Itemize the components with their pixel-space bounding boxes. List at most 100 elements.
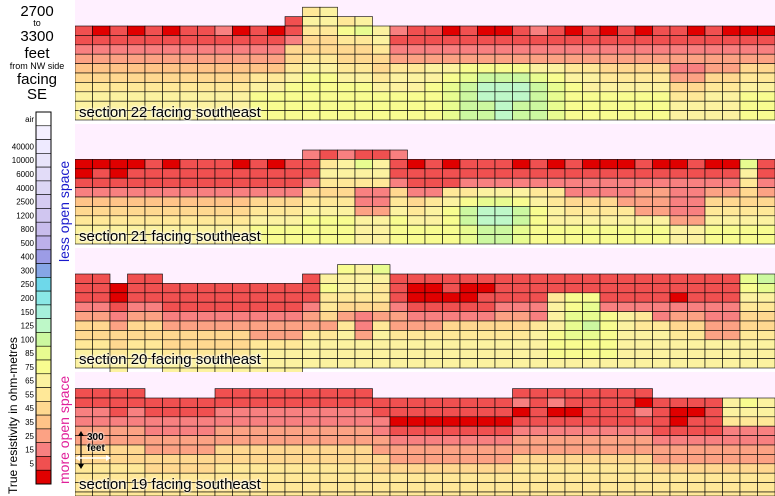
resistivity-cell — [564, 435, 583, 446]
resistivity-cell — [582, 358, 601, 369]
resistivity-cell — [389, 311, 408, 322]
resistivity-cell — [757, 444, 775, 455]
resistivity-cell — [599, 234, 618, 245]
resistivity-cell — [547, 339, 566, 350]
resistivity-cell — [494, 44, 513, 55]
resistivity-cell — [179, 397, 198, 408]
resistivity-cell — [617, 320, 636, 331]
legend-tick-label: 250 — [21, 280, 35, 289]
section-19-grid — [75, 388, 775, 496]
resistivity-cell — [529, 435, 548, 446]
resistivity-cell — [284, 491, 303, 496]
resistivity-cell — [459, 301, 478, 312]
resistivity-cell — [284, 283, 303, 294]
resistivity-cell — [354, 25, 373, 36]
resistivity-cell — [179, 25, 198, 36]
resistivity-cell — [477, 53, 496, 64]
resistivity-cell — [232, 425, 251, 436]
resistivity-cell — [179, 339, 198, 350]
resistivity-cell — [477, 224, 496, 235]
resistivity-cell — [722, 416, 741, 427]
resistivity-cell — [197, 63, 216, 74]
resistivity-cell — [529, 397, 548, 408]
resistivity-cell — [687, 283, 706, 294]
resistivity-cell — [634, 63, 653, 74]
resistivity-cell — [284, 159, 303, 170]
resistivity-cell — [284, 444, 303, 455]
resistivity-cell — [687, 320, 706, 331]
legend-tick-label: 800 — [21, 225, 35, 234]
resistivity-cell — [704, 44, 723, 55]
resistivity-cell — [564, 224, 583, 235]
resistivity-cell — [319, 425, 338, 436]
resistivity-cell — [284, 63, 303, 74]
resistivity-cell — [267, 407, 286, 418]
resistivity-cell — [92, 82, 111, 93]
resistivity-cell — [407, 100, 426, 111]
resistivity-cell — [319, 196, 338, 207]
resistivity-cell — [407, 177, 426, 188]
resistivity-cell — [477, 358, 496, 369]
resistivity-cell — [389, 206, 408, 217]
resistivity-cell — [372, 25, 391, 36]
resistivity-cell — [302, 187, 321, 198]
resistivity-cell — [704, 407, 723, 418]
resistivity-cell — [564, 187, 583, 198]
resistivity-cell — [459, 397, 478, 408]
resistivity-cell — [109, 91, 128, 102]
resistivity-cell — [652, 472, 671, 483]
resistivity-cell — [757, 224, 775, 235]
resistivity-cell — [757, 168, 775, 179]
resistivity-cell — [442, 110, 461, 121]
resistivity-cell — [669, 224, 688, 235]
resistivity-cell — [512, 159, 531, 170]
resistivity-cell — [337, 168, 356, 179]
resistivity-cell — [564, 311, 583, 322]
resistivity-cell — [582, 348, 601, 359]
resistivity-cell — [687, 25, 706, 36]
resistivity-cell — [92, 388, 111, 399]
resistivity-cell — [267, 100, 286, 111]
resistivity-cell — [284, 358, 303, 369]
resistivity-cell — [599, 53, 618, 64]
resistivity-cell — [757, 35, 775, 46]
resistivity-cell — [249, 206, 268, 217]
resistivity-cell — [494, 283, 513, 294]
resistivity-cell — [372, 472, 391, 483]
resistivity-cell — [477, 206, 496, 217]
resistivity-cell — [424, 425, 443, 436]
resistivity-cell — [652, 301, 671, 312]
resistivity-cell — [179, 63, 198, 74]
resistivity-cell — [75, 44, 93, 55]
resistivity-cell — [669, 187, 688, 198]
resistivity-cell — [75, 215, 93, 226]
resistivity-cell — [442, 348, 461, 359]
resistivity-cell — [389, 320, 408, 331]
legend-tick-label: 300 — [21, 266, 35, 275]
resistivity-cell — [547, 283, 566, 294]
resistivity-cell — [144, 454, 163, 465]
resistivity-cell — [652, 491, 671, 496]
resistivity-cell — [144, 397, 163, 408]
resistivity-cell — [669, 273, 688, 284]
resistivity-cell — [722, 472, 741, 483]
resistivity-cell — [599, 320, 618, 331]
resistivity-cell — [267, 234, 286, 245]
resistivity-cell — [687, 301, 706, 312]
resistivity-cell — [529, 224, 548, 235]
resistivity-cell — [302, 416, 321, 427]
resistivity-cell — [127, 416, 146, 427]
resistivity-cell — [459, 63, 478, 74]
resistivity-cell — [75, 206, 93, 217]
resistivity-cell — [389, 110, 408, 121]
legend-swatch — [35, 139, 52, 154]
resistivity-cell — [319, 72, 338, 83]
resistivity-cell — [599, 425, 618, 436]
resistivity-cell — [722, 187, 741, 198]
resistivity-cell — [564, 348, 583, 359]
resistivity-cell — [599, 224, 618, 235]
resistivity-cell — [109, 367, 128, 372]
resistivity-cell — [599, 196, 618, 207]
resistivity-cell — [302, 311, 321, 322]
resistivity-cell — [757, 44, 775, 55]
